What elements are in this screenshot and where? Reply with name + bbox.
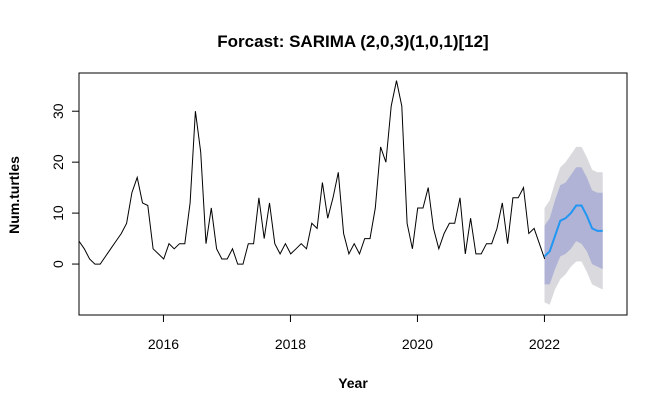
forecast-layer xyxy=(543,204,603,258)
x-tick-label: 2020 xyxy=(402,336,433,352)
y-axis: 0 10 20 30 xyxy=(50,103,80,268)
chart-title: Forcast: SARIMA (2,0,3)(1,0,1)[12] xyxy=(217,32,488,51)
series-line-forecast xyxy=(543,204,603,258)
y-axis-title: Num.turtles xyxy=(6,156,22,234)
y-tick-label: 30 xyxy=(50,103,66,119)
history-layer xyxy=(78,80,546,265)
x-tick-label: 2016 xyxy=(148,336,179,352)
x-tick-label: 2018 xyxy=(275,336,306,352)
x-axis-title: Year xyxy=(338,375,368,391)
band-80-layer xyxy=(544,167,603,285)
y-tick-label: 20 xyxy=(50,154,66,170)
x-tick-label: 2022 xyxy=(529,336,560,352)
y-tick-label: 0 xyxy=(50,260,66,268)
series-line-history xyxy=(78,80,546,265)
y-tick-label: 10 xyxy=(50,205,66,221)
plot-area xyxy=(78,80,603,305)
x-axis: 2016 2018 2020 2022 xyxy=(148,314,560,352)
prediction-interval-80 xyxy=(544,167,603,285)
